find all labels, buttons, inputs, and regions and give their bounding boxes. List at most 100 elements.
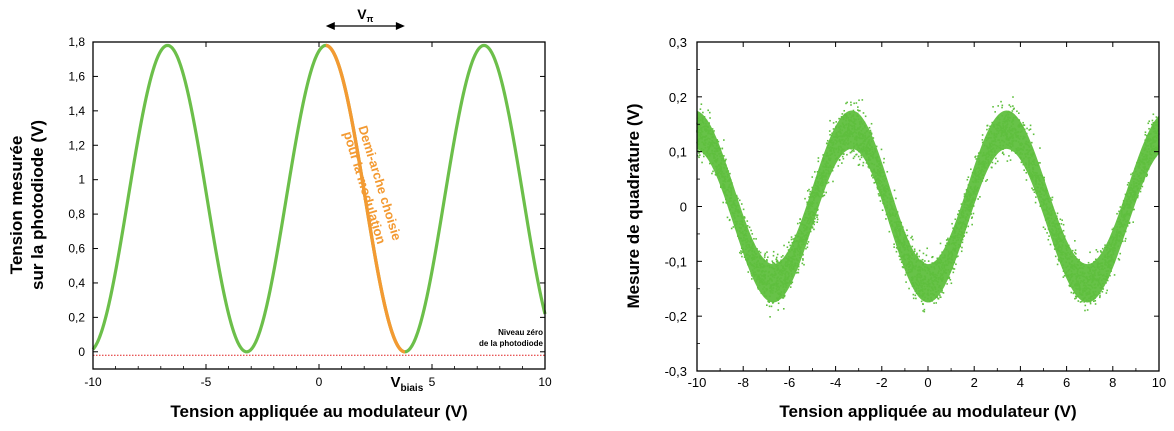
quadrature-point — [934, 279, 936, 281]
quadrature-point — [847, 147, 849, 150]
quadrature-point — [889, 213, 891, 216]
quadrature-point — [939, 276, 941, 279]
quadrature-point — [858, 144, 860, 147]
quadrature-point — [869, 129, 872, 132]
quadrature-point — [1065, 257, 1067, 259]
quadrature-point — [1107, 270, 1109, 272]
quadrature-point — [859, 143, 862, 146]
quadrature-point — [844, 139, 846, 142]
quadrature-point — [1071, 267, 1074, 270]
quadrature-point — [952, 271, 955, 274]
quadrature-point — [1120, 212, 1123, 214]
quadrature-point — [940, 269, 942, 272]
quadrature-point — [823, 171, 825, 174]
quadrature-point — [823, 174, 825, 177]
quadrature-point — [877, 168, 879, 171]
quadrature-point — [1116, 236, 1118, 238]
quadrature-point — [858, 137, 861, 140]
quadrature-point — [1048, 201, 1051, 203]
right-plot-marks — [696, 96, 1160, 318]
quadrature-point — [715, 159, 717, 161]
quadrature-point — [837, 151, 839, 153]
quadrature-point — [1031, 170, 1034, 173]
quadrature-point — [1148, 120, 1151, 123]
quadrature-point — [965, 224, 968, 227]
quadrature-point — [1132, 196, 1134, 198]
quadrature-point — [871, 170, 874, 173]
v-pi-arrowhead-right — [395, 22, 405, 30]
quadrature-point — [865, 130, 868, 133]
quadrature-point — [718, 175, 721, 178]
quadrature-point — [817, 181, 819, 183]
quadrature-point — [919, 260, 922, 263]
quadrature-point — [1037, 183, 1040, 185]
quadrature-point — [807, 241, 810, 243]
quadrature-point — [893, 243, 895, 246]
quadrature-point — [952, 227, 954, 230]
quadrature-point — [701, 137, 703, 140]
quadrature-point — [1144, 168, 1146, 170]
quadrature-point — [1049, 214, 1051, 217]
quadrature-point — [742, 250, 744, 253]
quadrature-point — [751, 233, 754, 235]
quadrature-point — [854, 136, 857, 139]
quadrature-point — [716, 154, 718, 157]
quadrature-point — [901, 266, 904, 268]
quadrature-point — [896, 220, 899, 223]
quadrature-point — [997, 105, 1000, 107]
quadrature-point — [1067, 257, 1069, 260]
quadrature-point — [1035, 192, 1038, 194]
quadrature-point — [1083, 301, 1085, 303]
quadrature-point — [951, 222, 953, 225]
quadrature-point — [878, 170, 880, 173]
quadrature-point — [719, 155, 721, 158]
quadrature-point — [812, 214, 814, 216]
quadrature-point — [863, 138, 866, 141]
quadrature-point — [1082, 288, 1084, 290]
quadrature-point — [994, 149, 996, 152]
quadrature-point — [895, 250, 898, 253]
quadrature-point — [1079, 262, 1082, 265]
quadrature-point — [966, 208, 969, 210]
quadrature-point — [1068, 263, 1071, 265]
quadrature-point — [1129, 186, 1132, 189]
quadrature-point — [702, 125, 705, 128]
quadrature-point — [778, 293, 781, 295]
quadrature-point — [1056, 223, 1059, 225]
quadrature-point — [1091, 295, 1094, 298]
quadrature-point — [783, 289, 786, 291]
quadrature-point — [1001, 139, 1004, 142]
quadrature-point — [1106, 255, 1109, 258]
quadrature-point — [784, 264, 787, 266]
quadrature-point — [1067, 247, 1070, 249]
left-y-tick-label: 0,4 — [68, 276, 85, 290]
quadrature-point — [793, 258, 796, 261]
quadrature-point — [996, 127, 999, 129]
quadrature-point — [1091, 274, 1094, 276]
quadrature-point — [1052, 209, 1054, 211]
quadrature-point — [809, 215, 812, 218]
quadrature-point — [758, 277, 760, 279]
quadrature-point — [878, 178, 880, 181]
quadrature-point — [771, 260, 774, 263]
quadrature-point — [1049, 207, 1051, 209]
quadrature-point — [1057, 246, 1060, 248]
quadrature-point — [836, 136, 839, 139]
quadrature-point — [821, 177, 824, 180]
quadrature-point — [809, 201, 811, 203]
quadrature-point — [742, 208, 745, 211]
quadrature-point — [1005, 127, 1007, 129]
quadrature-point — [883, 203, 885, 205]
quadrature-point — [934, 296, 937, 298]
quadrature-point — [748, 226, 751, 229]
quadrature-point — [1116, 235, 1118, 237]
quadrature-point — [781, 296, 784, 299]
quadrature-point — [916, 256, 919, 258]
quadrature-point — [989, 150, 992, 152]
quadrature-point — [997, 127, 1000, 130]
quadrature-point — [1008, 127, 1011, 129]
quadrature-point — [1132, 193, 1135, 196]
quadrature-point — [1037, 162, 1040, 164]
quadrature-point — [923, 292, 926, 295]
quadrature-point — [1077, 283, 1080, 286]
